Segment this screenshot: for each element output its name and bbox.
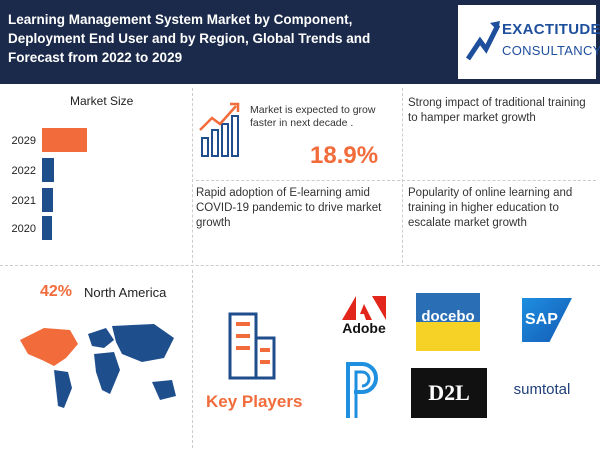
player-logo: sumtotal: [504, 374, 580, 404]
category-label: 2020: [12, 223, 36, 235]
logo: EXACTITUDE CONSULTANCY: [458, 5, 600, 79]
bar: [42, 188, 53, 212]
divider: [0, 265, 600, 266]
divider: [192, 88, 193, 263]
logo-icon: [466, 21, 500, 61]
region-share: 42%: [40, 283, 73, 300]
category-label: 2022: [12, 165, 36, 177]
player-logo: SAP: [522, 298, 572, 342]
growth-icon: [199, 102, 240, 157]
player-logo: docebo: [416, 293, 480, 351]
logo-text: EXACTITUDE: [502, 21, 600, 38]
world-map: [20, 324, 176, 408]
chart-title: Market Size: [70, 94, 134, 108]
adobe-mark: [342, 296, 386, 320]
player-logo: Adobe: [334, 292, 394, 340]
driver: Strong impact of traditional training to…: [408, 97, 586, 124]
logo-text: Adobe: [342, 320, 386, 336]
title: Learning Management System Market by Com…: [8, 12, 371, 65]
player-logo: [346, 362, 378, 418]
logo-text: sumtotal: [513, 380, 571, 398]
driver: Popularity of online learning and traini…: [408, 187, 573, 229]
bar: [42, 158, 54, 182]
key-players-title: Key Players: [206, 392, 303, 411]
category-label: 2029: [12, 135, 36, 147]
logo-text: docebo: [421, 307, 475, 325]
category-label: 2021: [12, 195, 36, 207]
region-name: North America: [84, 285, 167, 300]
bar: [42, 128, 87, 152]
logo-text: D2L: [428, 380, 470, 405]
growth-text: Market is expected to grow faster in nex…: [250, 104, 376, 129]
logo-text: CONSULTANCY: [502, 43, 600, 58]
divider: [196, 180, 596, 181]
divider: [402, 88, 403, 263]
bar: [42, 216, 52, 240]
player-logo: D2L: [411, 368, 487, 418]
driver: Rapid adoption of E-learning amid COVID-…: [196, 187, 382, 229]
chart: 2029 2022 2021 2020: [12, 128, 87, 240]
building-icon: [228, 312, 276, 380]
growth-value: 18.9%: [310, 142, 379, 169]
divider: [192, 270, 193, 448]
logo-text: SAP: [525, 311, 558, 328]
